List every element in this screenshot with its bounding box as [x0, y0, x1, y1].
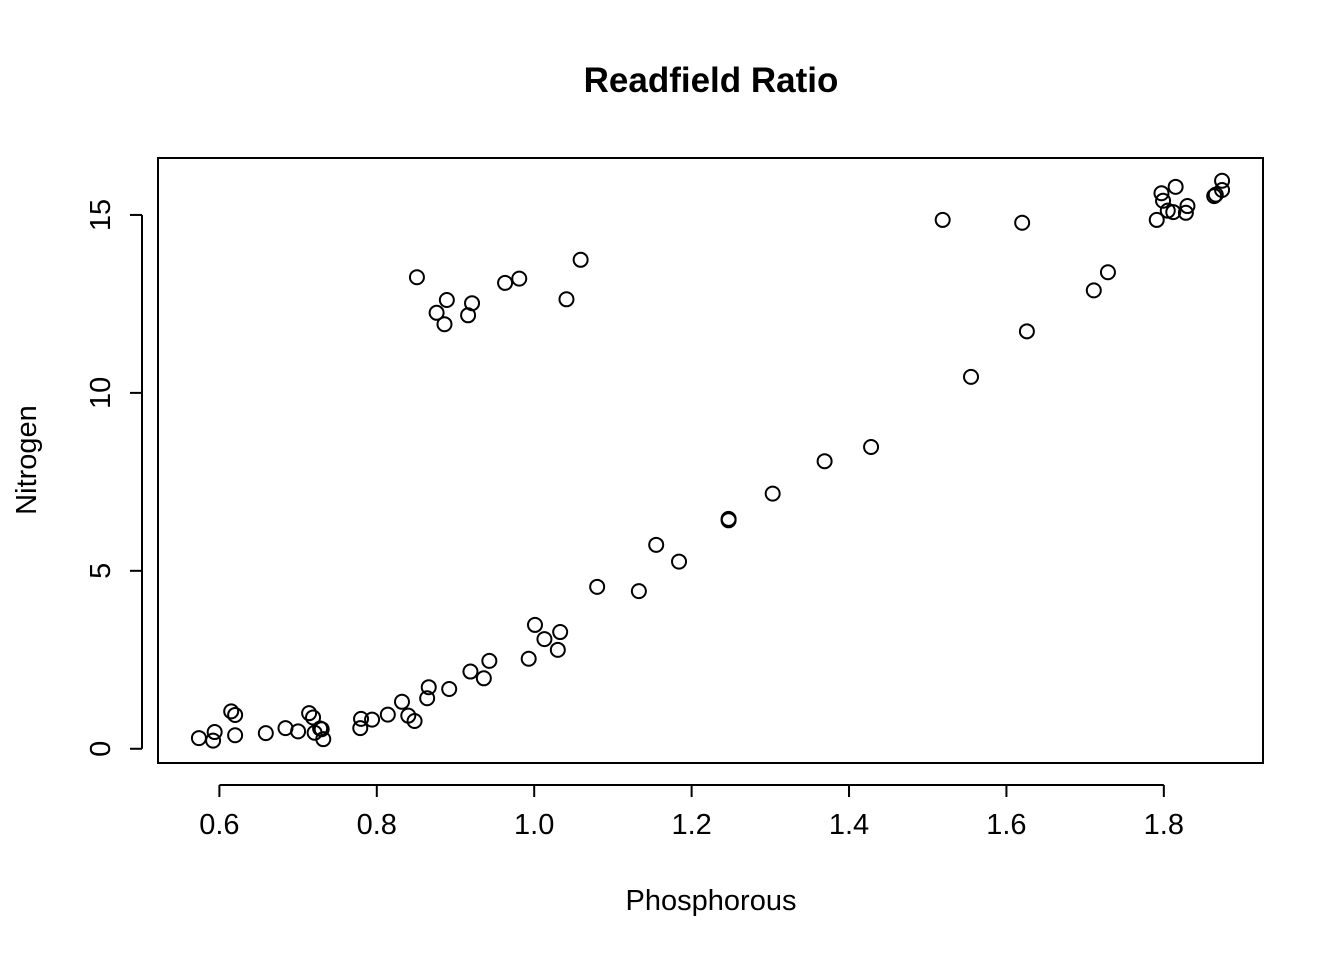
data-point [227, 727, 244, 744]
data-point [1085, 282, 1102, 299]
data-point [428, 304, 445, 321]
chart-title: Readfield Ratio [584, 61, 839, 100]
data-points [190, 172, 1231, 749]
data-point [934, 211, 951, 228]
x-tick-label: 1.8 [1144, 809, 1184, 841]
data-point [1165, 204, 1182, 221]
data-point [1179, 198, 1196, 215]
data-point [393, 693, 410, 710]
data-point [558, 291, 575, 308]
y-tick-label: 15 [85, 199, 117, 231]
data-point [526, 616, 543, 633]
data-point [1099, 264, 1116, 281]
data-point [572, 251, 589, 268]
data-point [963, 368, 980, 385]
data-point [549, 641, 566, 658]
data-point [190, 730, 207, 747]
data-point [1018, 323, 1035, 340]
x-tick-label: 1.0 [514, 809, 554, 841]
data-point [475, 670, 492, 687]
y-tick-label: 5 [85, 563, 117, 579]
data-point [205, 732, 222, 749]
x-axis: 0.6 0.8 1.0 1.2 1.4 1.6 1.8 [199, 784, 1184, 841]
data-point [648, 536, 665, 553]
data-point [1155, 192, 1172, 209]
data-point [420, 679, 437, 696]
data-point [436, 316, 453, 333]
data-point [464, 295, 481, 312]
data-point [1214, 182, 1231, 199]
x-tick-label: 1.6 [986, 809, 1026, 841]
y-tick-label: 0 [85, 741, 117, 757]
data-point [1148, 211, 1165, 228]
data-point [481, 652, 498, 669]
data-point [206, 724, 223, 741]
y-axis: 0 5 10 15 [85, 199, 143, 757]
data-point [1177, 204, 1194, 221]
data-point [408, 269, 425, 286]
data-point [301, 705, 318, 722]
data-point [353, 710, 370, 727]
x-tick-label: 0.8 [357, 809, 397, 841]
data-point [438, 291, 455, 308]
data-point [863, 438, 880, 455]
data-point [511, 270, 528, 287]
data-point [315, 731, 332, 748]
data-point [352, 720, 369, 737]
data-point [536, 631, 553, 648]
data-point [364, 711, 381, 728]
data-point [630, 583, 647, 600]
x-tick-label: 1.2 [671, 809, 711, 841]
x-tick-label: 1.4 [829, 809, 869, 841]
data-point [497, 274, 514, 291]
data-point [816, 453, 833, 470]
x-axis-title: Phosphorous [626, 885, 797, 917]
data-point [227, 706, 244, 723]
data-point [1153, 185, 1170, 202]
data-point [552, 624, 569, 641]
data-point [589, 578, 606, 595]
data-point [290, 723, 307, 740]
plot-frame [157, 157, 1264, 764]
data-point [764, 485, 781, 502]
data-point [520, 650, 537, 667]
data-point [257, 725, 274, 742]
data-point [305, 709, 322, 726]
data-point [223, 703, 240, 720]
data-point [406, 713, 423, 730]
data-point [671, 553, 688, 570]
x-tick-label: 0.6 [199, 809, 239, 841]
y-tick-label: 10 [85, 377, 117, 409]
data-point [419, 690, 436, 707]
data-point [313, 721, 330, 738]
data-point [1167, 178, 1184, 195]
data-point [1214, 172, 1231, 189]
data-point [1014, 214, 1031, 231]
data-point [462, 663, 479, 680]
data-point [720, 510, 737, 527]
data-point [379, 706, 396, 723]
data-point [441, 680, 458, 697]
y-axis-title: Nitrogen [11, 405, 43, 515]
